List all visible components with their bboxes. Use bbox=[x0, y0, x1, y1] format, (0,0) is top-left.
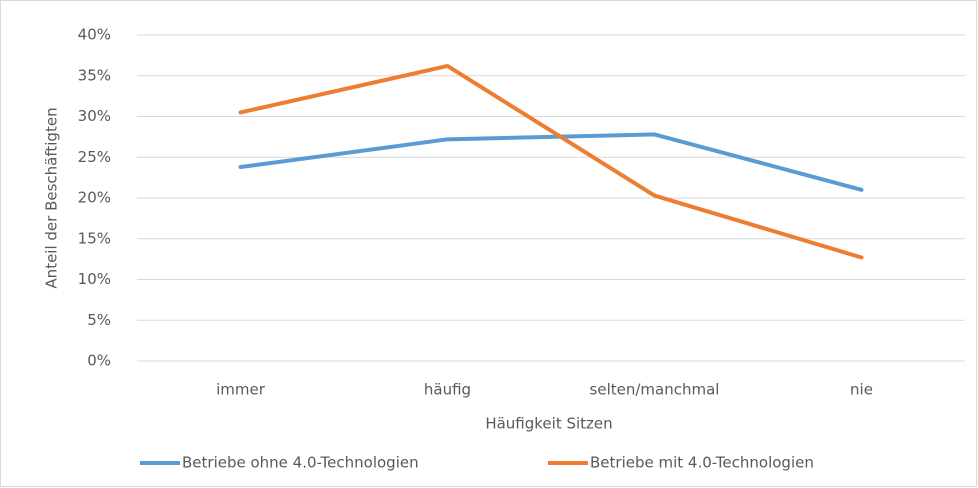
y-tick-label: 30% bbox=[78, 107, 111, 125]
y-tick-label: 10% bbox=[78, 270, 111, 288]
line-series bbox=[238, 132, 864, 192]
line-series bbox=[238, 63, 864, 260]
legend-label: Betriebe ohne 4.0-Technologien bbox=[182, 454, 419, 472]
y-tick-label: 0% bbox=[87, 352, 111, 370]
legend-label: Betriebe mit 4.0-Technologien bbox=[590, 454, 814, 472]
x-tick-label: häufig bbox=[424, 381, 471, 399]
y-tick-label: 35% bbox=[78, 66, 111, 84]
y-tick-label: 20% bbox=[78, 189, 111, 207]
y-tick-label: 15% bbox=[78, 229, 111, 247]
x-tick-label: selten/manchmal bbox=[590, 381, 720, 399]
y-tick-label: 40% bbox=[78, 26, 111, 44]
x-axis-title: Häufigkeit Sitzen bbox=[485, 415, 612, 433]
x-tick-label: immer bbox=[216, 381, 266, 399]
y-tick-label: 5% bbox=[87, 311, 111, 329]
y-tick-label: 25% bbox=[78, 148, 111, 166]
x-tick-label: nie bbox=[850, 381, 873, 399]
y-axis-title: Anteil der Beschäftigten bbox=[43, 107, 61, 288]
